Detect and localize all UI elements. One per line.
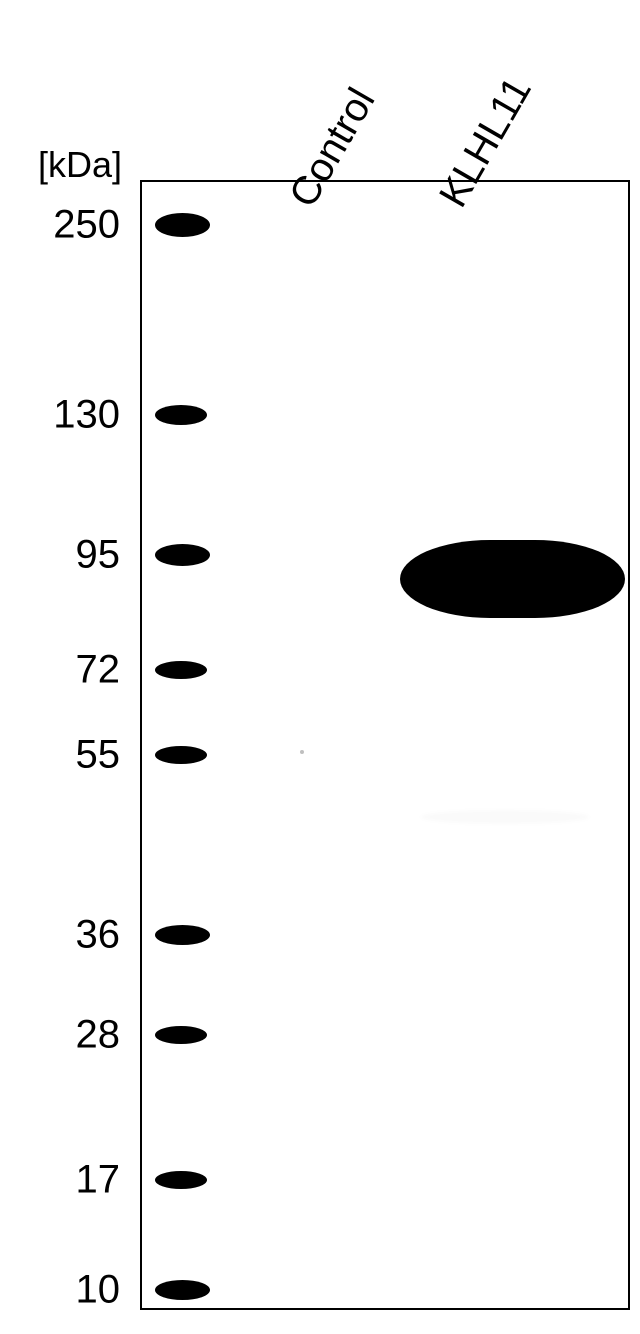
ladder-band [155,746,207,764]
ladder-band [155,661,207,679]
mw-label-130: 130 [53,393,120,438]
ladder-band [155,544,210,566]
ladder-band [155,213,210,237]
ladder-band [155,1280,210,1300]
mw-label-36: 36 [76,913,121,958]
mw-label-10: 10 [76,1268,121,1313]
mw-label-55: 55 [76,733,121,778]
noise-speck [300,750,304,754]
mw-label-95: 95 [76,533,121,578]
mw-label-250: 250 [53,203,120,248]
mw-label-28: 28 [76,1013,121,1058]
mw-label-17: 17 [76,1158,121,1203]
ladder-band [155,1026,207,1044]
blot-membrane-box [140,180,630,1310]
ladder-band [155,1171,207,1189]
unit-label-kda: [kDa] [38,144,122,186]
mw-label-72: 72 [76,648,121,693]
ladder-band [155,405,207,425]
signal-band-klhl11 [400,540,625,618]
faint-band [420,810,590,824]
ladder-band [155,925,210,945]
